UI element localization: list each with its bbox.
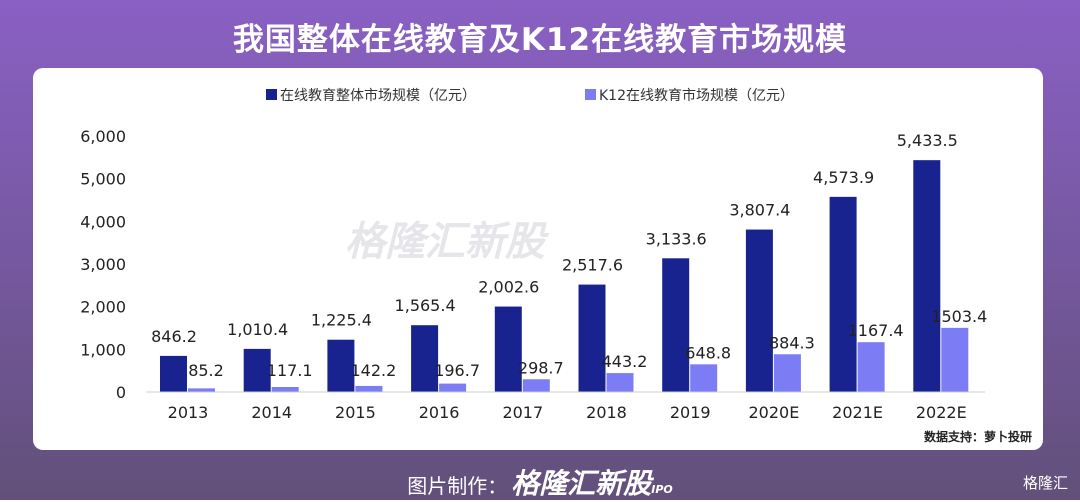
bar-k12 [606,373,634,392]
data-label: 5,433.5 [897,131,958,150]
bar-k12 [355,385,383,392]
data-label: 1503.4 [931,307,987,326]
data-label: 884.3 [769,333,815,352]
data-label: 1167.4 [848,321,904,340]
bar-k12 [522,379,550,392]
data-label: 298.7 [518,358,564,377]
data-label: 117.1 [267,361,313,380]
bar-overall [243,348,271,392]
bar-k12 [773,354,801,392]
data-label: 3,807.4 [729,201,790,220]
x-tick-label: 2018 [586,403,627,422]
data-label: 443.2 [602,352,648,371]
y-tick-label: 3,000 [80,255,126,274]
bar-overall [411,325,439,392]
data-label: 846.2 [151,327,197,346]
data-label: 85.2 [188,361,224,380]
footer-brand: 格隆汇新股 [511,467,652,500]
page-title: 我国整体在线教育及K12在线教育市场规模 [232,22,848,58]
data-label: 2,517.6 [562,256,623,275]
x-tick-label: 2021E [832,403,883,422]
bar-overall [913,160,941,392]
y-tick-label: 0 [116,383,126,402]
bar-overall [745,229,773,392]
bar-overall [662,258,690,392]
legend-swatch [266,89,277,100]
bar-overall [829,196,857,392]
bar-k12 [690,364,718,392]
y-tick-label: 5,000 [80,170,126,189]
bar-overall [327,339,355,392]
y-tick-label: 6,000 [80,127,126,146]
source-note: 数据支持：萝卜投研 [923,430,1032,444]
bar-k12 [857,342,885,392]
x-tick-label: 2016 [419,403,460,422]
bar-k12 [271,387,299,392]
bar-k12 [188,388,215,392]
data-label: 1,010.4 [227,320,288,339]
data-label: 1,225.4 [311,311,372,330]
data-label: 3,133.6 [646,229,707,248]
data-label: 196.7 [434,361,480,380]
footer: 图片制作： 格隆汇新股IPO [0,462,1080,502]
data-label: 648.8 [685,343,731,362]
bar-k12 [941,327,969,392]
x-tick-label: 2019 [670,403,711,422]
watermark: 格隆汇新股 [345,219,549,265]
data-label: 2,002.6 [478,278,539,297]
x-tick-label: 2014 [251,403,292,422]
bar-overall [578,284,606,392]
bar-k12 [439,383,467,392]
footer-label: 图片制作： [407,474,508,498]
y-tick-label: 2,000 [80,298,126,317]
data-label: 4,573.9 [813,168,874,187]
x-tick-label: 2017 [502,403,543,422]
x-tick-label: 2015 [335,403,376,422]
y-tick-label: 1,000 [80,340,126,359]
footer-ipo: IPO [651,483,673,496]
legend-label: 在线教育整体市场规模（亿元） [280,87,476,104]
legend-label: K12在线教育市场规模（亿元） [599,87,794,104]
logo: 格隆汇 [1022,474,1068,492]
y-tick-label: 4,000 [80,212,126,231]
bar-overall [494,306,522,392]
data-label: 1,565.4 [395,296,456,315]
data-label: 142.2 [350,361,396,380]
x-tick-label: 2020E [748,403,799,422]
x-tick-label: 2013 [168,403,209,422]
bar-overall [160,355,187,392]
legend-swatch [585,89,596,100]
x-tick-label: 2022E [916,403,967,422]
